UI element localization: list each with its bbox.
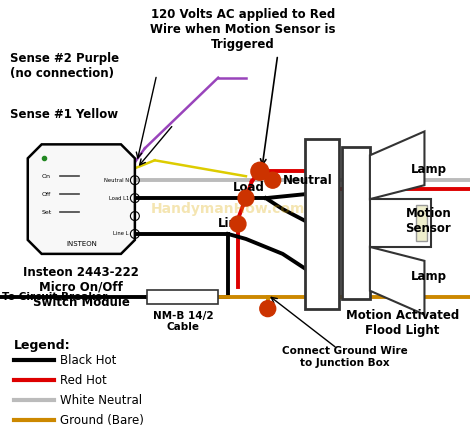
Text: Black Hot: Black Hot	[60, 354, 116, 367]
Text: Sense #2 Purple
(no connection): Sense #2 Purple (no connection)	[10, 52, 119, 80]
Polygon shape	[370, 247, 424, 315]
Polygon shape	[28, 144, 135, 254]
Text: Line L: Line L	[113, 232, 129, 236]
Text: Legend:: Legend:	[14, 339, 71, 351]
Text: Set: Set	[42, 210, 52, 214]
Text: INSTEON: INSTEON	[66, 241, 97, 247]
Bar	[370, 199, 431, 247]
Bar	[305, 140, 339, 309]
Text: 120 Volts AC applied to Red
Wire when Motion Sensor is
Triggered: 120 Volts AC applied to Red Wire when Mo…	[150, 8, 336, 51]
Bar	[342, 147, 370, 299]
Circle shape	[230, 216, 246, 232]
Text: Insteon 2443-222
Micro On/Off
Switch Module: Insteon 2443-222 Micro On/Off Switch Mod…	[23, 266, 139, 309]
Circle shape	[260, 301, 276, 317]
Text: NM-B 14/2
Cable: NM-B 14/2 Cable	[153, 311, 214, 332]
Text: Sense #1 Yellow: Sense #1 Yellow	[10, 107, 118, 121]
Text: Lamp: Lamp	[410, 163, 447, 176]
Text: Lamp: Lamp	[410, 270, 447, 283]
Text: Line: Line	[218, 217, 246, 230]
Text: On: On	[42, 174, 51, 179]
Text: Neutral: Neutral	[283, 174, 332, 187]
Text: HandymanHow.com: HandymanHow.com	[151, 202, 305, 216]
Text: To Circuit Breaker: To Circuit Breaker	[2, 292, 107, 302]
Text: Motion
Sensor: Motion Sensor	[406, 207, 451, 235]
Bar	[147, 290, 218, 303]
Text: Motion Activated
Flood Light: Motion Activated Flood Light	[346, 309, 459, 337]
Polygon shape	[370, 131, 424, 199]
Text: Red Hot: Red Hot	[60, 374, 106, 387]
Text: Connect Ground Wire
to Junction Box: Connect Ground Wire to Junction Box	[282, 347, 408, 368]
Text: Off: Off	[42, 192, 51, 196]
Circle shape	[238, 190, 254, 206]
Bar	[416, 205, 428, 241]
Text: Neutral N: Neutral N	[104, 178, 129, 183]
Text: White Neutral: White Neutral	[60, 394, 142, 407]
Text: Load: Load	[233, 181, 265, 194]
Text: Ground (Bare): Ground (Bare)	[60, 413, 143, 427]
Circle shape	[251, 162, 269, 180]
Circle shape	[265, 172, 281, 188]
Text: Load L1: Load L1	[109, 196, 129, 201]
